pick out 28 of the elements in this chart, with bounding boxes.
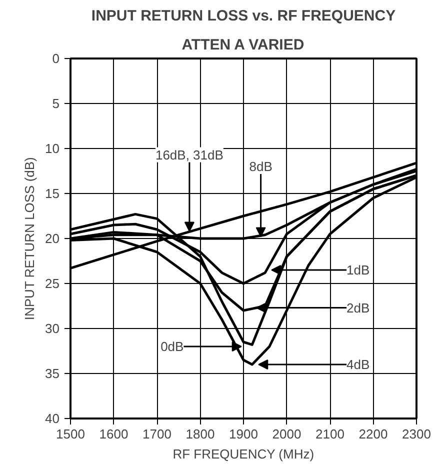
- y-tick-label: 25: [45, 276, 60, 291]
- annotation: 4dB: [346, 357, 370, 372]
- y-tick-label: 10: [45, 141, 60, 156]
- y-axis-title: INPUT RETURN LOSS (dB): [22, 157, 38, 320]
- chart-subtitle: ATTEN A VARIED: [182, 36, 304, 54]
- y-tick-label: 5: [52, 96, 60, 111]
- x-tick-label: 2000: [272, 426, 302, 442]
- x-tick-label: 2300: [402, 426, 431, 442]
- annotation: 0dB: [160, 339, 184, 354]
- x-axis-title: RF FREQUENCY (MHz): [172, 446, 314, 462]
- x-tick-label: 1900: [229, 426, 258, 442]
- annotation: 1dB: [346, 262, 370, 278]
- x-tick-label: 2200: [358, 426, 388, 442]
- annotation: 8dB: [249, 159, 272, 174]
- y-tick-label: 15: [45, 186, 60, 201]
- x-tick-label: 1500: [56, 426, 85, 442]
- y-tick-label: 0: [52, 51, 60, 66]
- chart-title: INPUT RETURN LOSS vs. RF FREQUENCY: [91, 8, 396, 24]
- y-tick-label: 20: [45, 231, 60, 246]
- y-tick-label: 40: [45, 411, 60, 426]
- x-tick-label: 1700: [142, 426, 172, 442]
- x-tick-label: 1800: [186, 426, 215, 442]
- x-tick-label: 2100: [316, 426, 344, 442]
- y-tick-label: 30: [45, 321, 60, 336]
- x-tick-label: 1600: [99, 426, 128, 442]
- y-tick-label: 35: [45, 366, 60, 381]
- annotation: 2dB: [346, 300, 370, 316]
- annotation: 16dB, 31dB: [155, 147, 224, 162]
